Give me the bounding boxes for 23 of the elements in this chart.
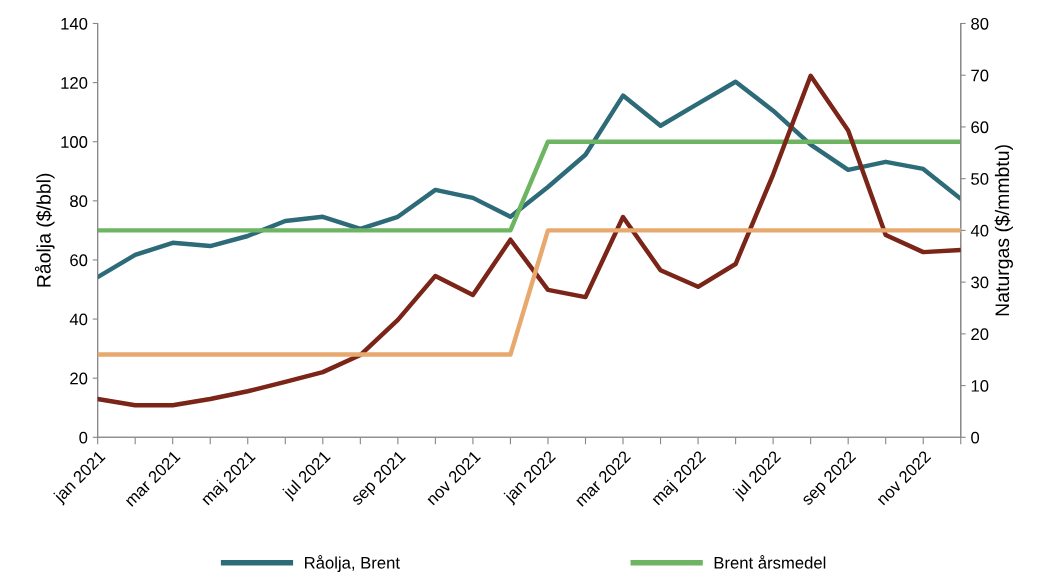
y2-tick-label: 80 xyxy=(971,17,989,30)
y2-tick-label: 20 xyxy=(971,328,989,341)
y2-axis-title: Naturgas ($/mmbtu) xyxy=(994,145,1013,316)
y2-tick-label: 50 xyxy=(971,173,989,185)
y2-tick-label: 70 xyxy=(971,69,989,82)
y-tick-label: 40 xyxy=(69,313,88,326)
y-tick-label: 0 xyxy=(79,431,88,444)
y-tick-label: 140 xyxy=(61,17,88,30)
y-tick-label: 80 xyxy=(70,195,88,208)
y2-tick-label: 40 xyxy=(970,224,989,237)
line-series xyxy=(97,73,961,408)
y2-tick-label: 10 xyxy=(971,379,989,392)
y-axis-title: Råolja ($/bbl) xyxy=(34,173,55,287)
line-series xyxy=(97,79,961,280)
y-tick-label: 100 xyxy=(61,136,88,148)
y2-tick-label: 0 xyxy=(971,431,980,444)
y-tick-label: 20 xyxy=(70,372,88,385)
y2-tick-label: 30 xyxy=(971,276,989,289)
y-tick-label: 120 xyxy=(61,77,88,89)
y2-tick-label: 60 xyxy=(971,121,989,134)
y-tick-label: 60 xyxy=(70,254,88,267)
legend-label: Brent årsmedel xyxy=(714,555,826,569)
legend-label: Råolja, Brent xyxy=(305,555,400,572)
